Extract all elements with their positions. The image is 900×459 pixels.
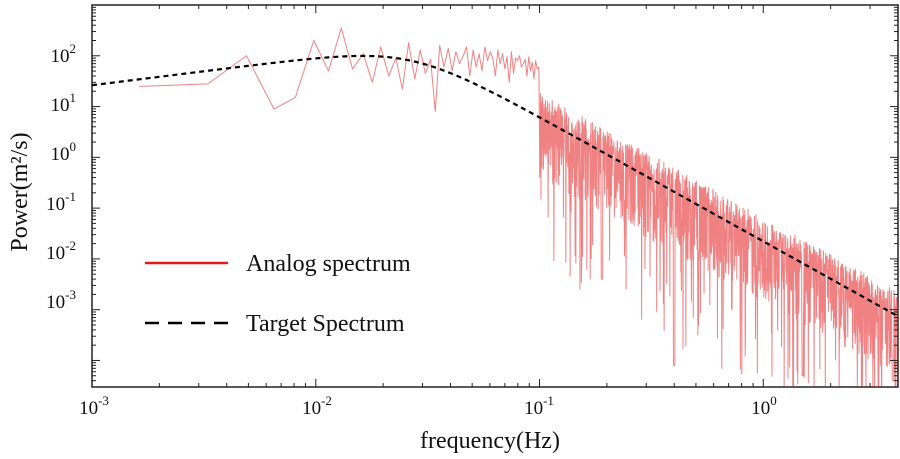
y-tick-label-0.1: 10-1 [46, 189, 76, 215]
plot-frame [91, 4, 899, 388]
series-line-target-spectrum [91, 54, 899, 318]
x-axis-title: frequency(Hz) [420, 428, 560, 454]
series-layer [91, 27, 899, 387]
x-tick-label-1: 100 [751, 393, 777, 419]
y-tick-label-100: 102 [51, 41, 77, 67]
y-axis-title: Power(m²/s) [7, 132, 33, 251]
legend-label-target: Target Spectrum [246, 311, 405, 337]
series-line-analog-spectrum [139, 27, 899, 387]
ticks-layer [91, 5, 899, 388]
y-tick-label-10: 101 [51, 90, 77, 116]
x-tick-label-0.01: 10-2 [302, 393, 332, 419]
legend-label-analog: Analog spectrum [246, 251, 411, 277]
y-tick-label-0.01: 10-2 [46, 238, 76, 264]
x-tick-label-0.001: 10-3 [79, 393, 109, 419]
y-tick-label-0.001: 10-3 [46, 287, 76, 313]
x-tick-label-0.1: 10-1 [524, 393, 554, 419]
legend: Analog spectrum Target Spectrum [145, 251, 411, 337]
y-tick-label-1: 100 [51, 139, 77, 165]
